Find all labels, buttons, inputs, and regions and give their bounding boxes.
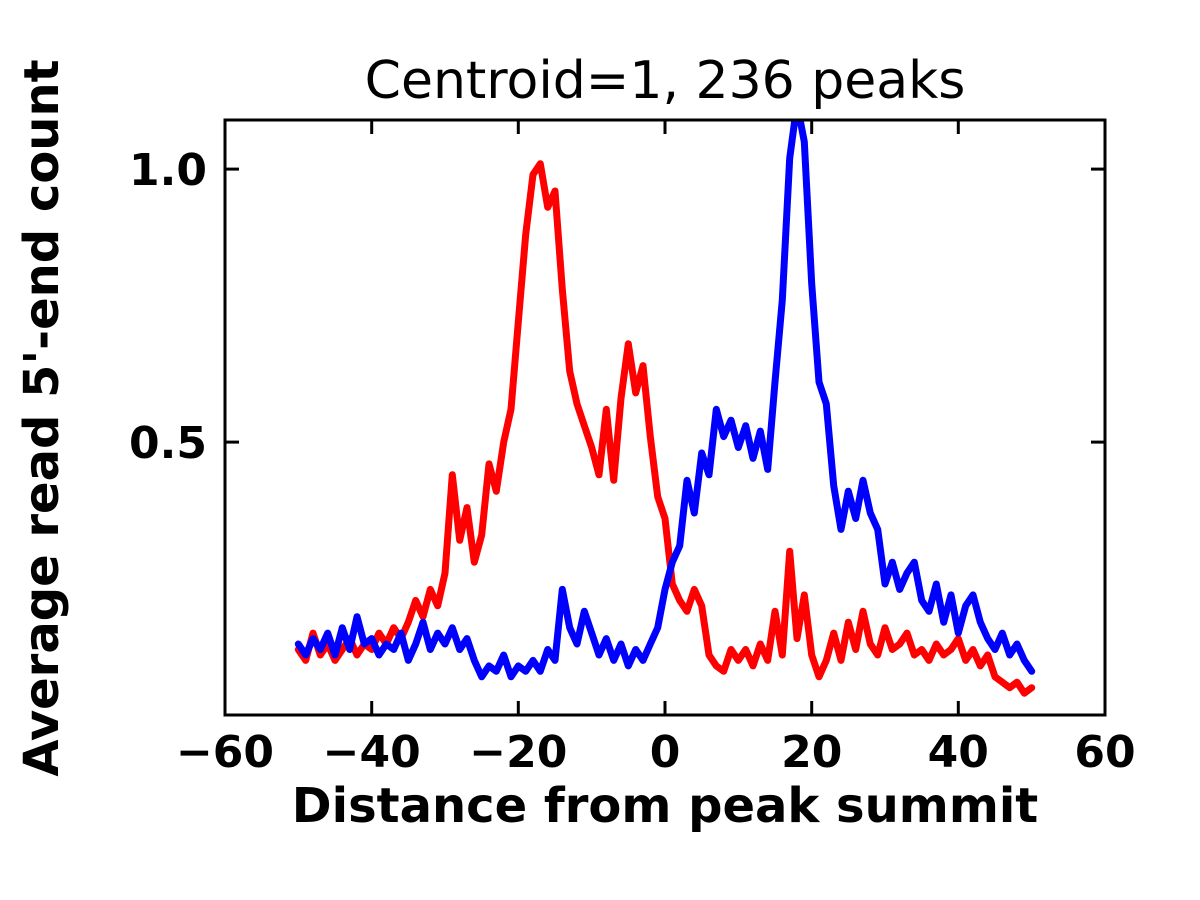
x-tick-label: 60 (1074, 727, 1135, 778)
red-series-line (294, 160, 1036, 697)
x-tick-label: 20 (781, 727, 842, 778)
ticks-group (223, 120, 1107, 715)
x-tick-label: 40 (928, 727, 989, 778)
y-axis-label: Average read 5'-end count (14, 59, 70, 776)
x-tick-label: −60 (176, 727, 274, 778)
x-tick-label: −20 (469, 727, 567, 778)
tick-labels-group: −60 −40 −20 0 20 40 60 0.5 1.0 (129, 145, 1136, 778)
chart-title: Centroid=1, 236 peaks (365, 51, 966, 111)
blue-series-line (294, 120, 1036, 681)
y-tick-label: 0.5 (129, 418, 207, 469)
x-axis-label: Distance from peak summit (292, 778, 1038, 834)
x-tick-label: 0 (650, 727, 681, 778)
y-tick-label: 1.0 (129, 145, 207, 196)
series-group (294, 120, 1036, 697)
x-tick-label: −40 (323, 727, 421, 778)
